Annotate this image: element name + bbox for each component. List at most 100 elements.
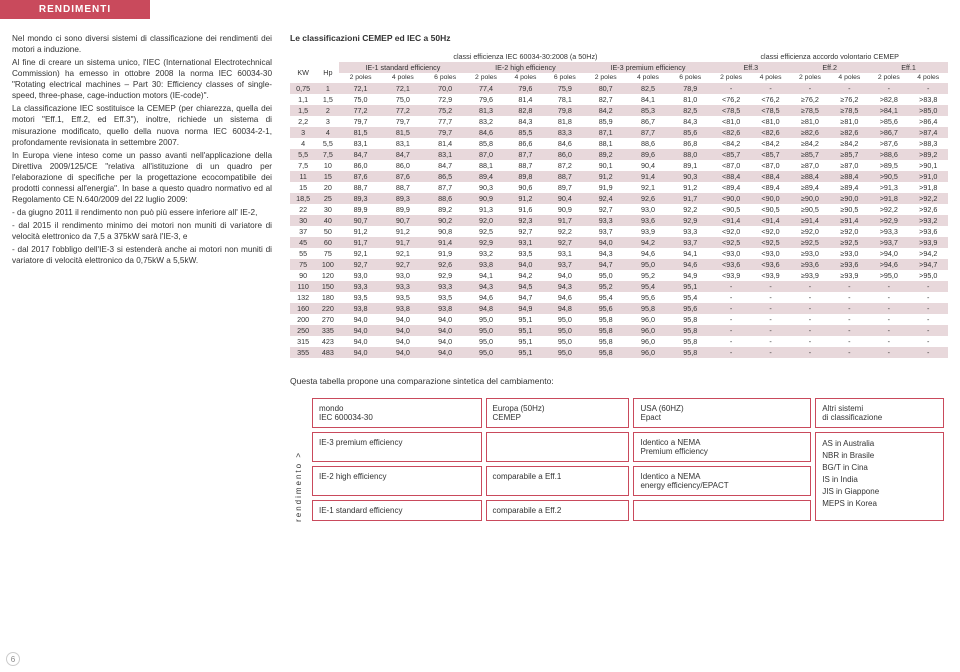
section-title: Le classificazioni CEMEP ed IEC a 50Hz xyxy=(290,33,948,43)
table-cell: 92,1 xyxy=(382,248,424,259)
table-cell: 93,3 xyxy=(382,281,424,292)
table-cell: 2,2 xyxy=(290,116,316,127)
table-cell: 90,6 xyxy=(506,182,545,193)
table-cell: ≥93,6 xyxy=(830,259,869,270)
table-cell: 89,2 xyxy=(424,204,466,215)
kw-header: KW xyxy=(290,62,316,83)
table-cell: 95,8 xyxy=(585,314,627,325)
table-cell: >91,0 xyxy=(909,171,949,182)
table-cell: - xyxy=(909,314,949,325)
table-cell: 91,9 xyxy=(424,248,466,259)
table-row: 5,57,584,784,783,187,087,786,089,289,688… xyxy=(290,149,948,160)
table-cell: ≥88,4 xyxy=(790,171,829,182)
table-cell: 94,2 xyxy=(506,270,545,281)
table-cell: <76,2 xyxy=(751,94,790,105)
table-cell: 92,9 xyxy=(466,237,505,248)
table-cell: - xyxy=(909,347,949,358)
table-cell: 93,9 xyxy=(627,226,669,237)
table-cell: 93,6 xyxy=(627,215,669,226)
table-cell: ≥93,0 xyxy=(830,248,869,259)
table-cell: 94,0 xyxy=(339,347,381,358)
table-cell: 94,0 xyxy=(339,325,381,336)
table-cell: <90,5 xyxy=(751,204,790,215)
table-row: 223089,989,989,291,391,690,992,793,092,2… xyxy=(290,204,948,215)
table-cell: - xyxy=(909,292,949,303)
table-cell: 79,6 xyxy=(466,94,505,105)
table-cell: 87,6 xyxy=(339,171,381,182)
table-cell: 86,6 xyxy=(506,138,545,149)
pole-header: 4 poles xyxy=(751,73,790,83)
pole-header: 4 poles xyxy=(830,73,869,83)
table-cell: 94,6 xyxy=(669,259,711,270)
table-cell: 250 xyxy=(290,325,316,336)
table-cell: >90,5 xyxy=(869,171,908,182)
table-row: IE-3 premium efficiency Identico a NEMA … xyxy=(294,432,944,462)
table-row: 13218093,593,593,594,694,794,695,495,695… xyxy=(290,292,948,303)
table-cell: 87,1 xyxy=(585,127,627,138)
table-cell: 93,1 xyxy=(506,237,545,248)
table-cell: 88,0 xyxy=(669,149,711,160)
table-cell: 75,0 xyxy=(339,94,381,105)
table-cell: 93,3 xyxy=(339,281,381,292)
table-cell: - xyxy=(711,347,750,358)
pole-header: 2 poles xyxy=(869,73,908,83)
table-cell: - xyxy=(869,325,908,336)
table-cell: - xyxy=(711,281,750,292)
table-cell: 94,3 xyxy=(545,281,584,292)
table-cell: >94,0 xyxy=(869,248,908,259)
table-cell: 89,9 xyxy=(339,204,381,215)
table-cell: >92,2 xyxy=(909,193,949,204)
table-cell: 93,3 xyxy=(669,226,711,237)
table-cell: 93,0 xyxy=(339,270,381,281)
table-cell: 81,4 xyxy=(506,94,545,105)
table-cell: 95,0 xyxy=(545,314,584,325)
table-cell: 90,4 xyxy=(627,160,669,171)
table-cell: 95,0 xyxy=(545,325,584,336)
table-cell: 95,0 xyxy=(466,325,505,336)
table-cell: <78,5 xyxy=(751,105,790,116)
bullet-1: - da giugno 2011 il rendimento non può p… xyxy=(12,207,272,218)
table-row: 1,11,575,075,072,979,681,478,182,784,181… xyxy=(290,94,948,105)
table-cell: 95,8 xyxy=(585,336,627,347)
table-cell: <93,9 xyxy=(751,270,790,281)
table-row: 45,583,183,181,485,886,684,688,188,686,8… xyxy=(290,138,948,149)
table-cell: - xyxy=(751,292,790,303)
table-cell: - xyxy=(869,347,908,358)
table-cell: >93,9 xyxy=(909,237,949,248)
table-cell: 88,7 xyxy=(382,182,424,193)
table-cell: 91,2 xyxy=(506,193,545,204)
table-cell: >94,6 xyxy=(869,259,908,270)
table-cell: 4 xyxy=(316,127,339,138)
table-cell: - xyxy=(909,281,949,292)
table-cell: - xyxy=(830,347,869,358)
table-cell: 93,8 xyxy=(466,259,505,270)
table-cell: ≥88,4 xyxy=(830,171,869,182)
compare-table: rendimento > mondo IEC 600034-30 Europa … xyxy=(290,394,948,525)
table-cell: 93,1 xyxy=(545,248,584,259)
table-cell: <87,0 xyxy=(711,160,750,171)
table-cell: <92,0 xyxy=(711,226,750,237)
table-cell: 79,7 xyxy=(339,116,381,127)
table-cell: <87,0 xyxy=(751,160,790,171)
table-cell: <85,7 xyxy=(751,149,790,160)
table-cell: 5,5 xyxy=(290,149,316,160)
table-cell: - xyxy=(869,314,908,325)
table-cell: <81,0 xyxy=(751,116,790,127)
table-cell: 83,1 xyxy=(382,138,424,149)
table-cell: 95,8 xyxy=(669,347,711,358)
table-cell: 84,1 xyxy=(627,94,669,105)
table-cell: 93,2 xyxy=(466,248,505,259)
table-cell: ≥81,0 xyxy=(790,116,829,127)
table-cell: 84,7 xyxy=(424,160,466,171)
table-cell: - xyxy=(869,292,908,303)
table-cell: <90,5 xyxy=(711,204,750,215)
table-cell: <85,7 xyxy=(711,149,750,160)
table-row: 456091,791,791,492,993,192,794,094,293,7… xyxy=(290,237,948,248)
table-cell: >87,6 xyxy=(869,138,908,149)
pole-header: 4 poles xyxy=(382,73,424,83)
table-cell: 92,4 xyxy=(585,193,627,204)
table-cell: 92,6 xyxy=(424,259,466,270)
compare-other: AS in Australia NBR in Brasile BG/T in C… xyxy=(815,432,944,521)
table-cell: 95,8 xyxy=(627,303,669,314)
sub-eff1: Eff.1 xyxy=(869,62,948,73)
